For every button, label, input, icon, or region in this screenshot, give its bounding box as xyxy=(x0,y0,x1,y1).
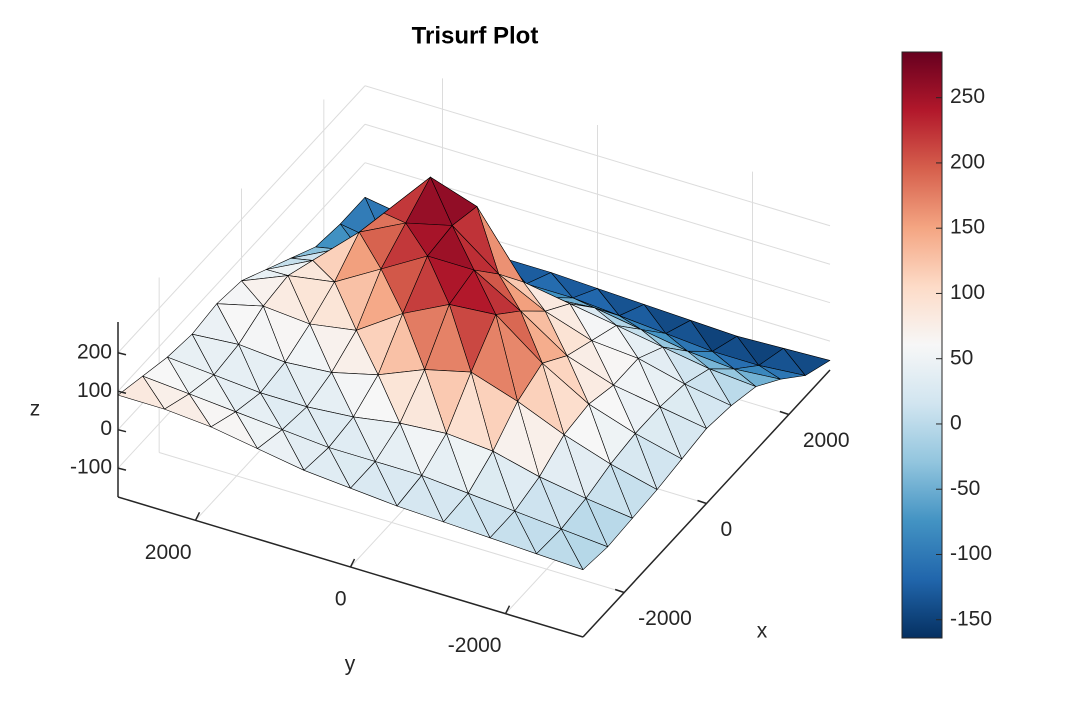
surface-triangle xyxy=(210,411,258,449)
grid-line xyxy=(117,85,366,354)
colorbar-tick-label: 0 xyxy=(950,412,962,435)
z-tick-label: 0 xyxy=(100,417,112,440)
z-tick-label: 100 xyxy=(77,379,112,402)
x-tick xyxy=(779,410,790,416)
z-axis-label: z xyxy=(30,398,41,421)
z-tick-label: -100 xyxy=(70,456,112,479)
colorbar-tick-label: 200 xyxy=(950,150,985,173)
y-tick-label: -2000 xyxy=(448,634,502,657)
x-tick-label: 0 xyxy=(721,518,733,541)
colorbar-tick-label: -150 xyxy=(950,607,992,630)
y-tick-label: 2000 xyxy=(145,541,192,564)
surface-triangle xyxy=(443,492,491,539)
x-axis-label: x xyxy=(757,620,768,643)
z-tick xyxy=(117,428,127,433)
surface-triangle xyxy=(164,393,212,428)
colorbar-tick-label: 100 xyxy=(950,281,985,304)
grid-line xyxy=(117,123,366,392)
x-tick xyxy=(614,588,625,594)
colorbar xyxy=(901,51,943,639)
z-tick-label: 200 xyxy=(77,340,112,363)
y-axis-label: y xyxy=(345,653,356,676)
y-tick xyxy=(504,605,511,615)
y-tick-label: 0 xyxy=(335,588,347,611)
surface-triangle xyxy=(117,375,165,410)
surface-triangle xyxy=(536,528,584,571)
grid-line xyxy=(364,123,831,265)
grid-line xyxy=(364,85,831,227)
surface-triangle xyxy=(396,475,444,523)
colorbar-tick-label: 250 xyxy=(950,85,985,108)
y-tick xyxy=(194,511,201,521)
colorbar-tick-label: -100 xyxy=(950,542,992,565)
z-tick xyxy=(117,352,127,356)
surface-triangle xyxy=(257,429,305,471)
z-tick xyxy=(117,467,127,471)
x-tick-label: 2000 xyxy=(803,429,850,452)
y-tick xyxy=(349,558,356,568)
x-tick-label: -2000 xyxy=(638,607,692,630)
chart-title: Trisurf Plot xyxy=(412,22,539,49)
colorbar-tick-label: 50 xyxy=(950,346,973,369)
colorbar-tick-label: 150 xyxy=(950,216,985,239)
z-tick xyxy=(117,390,127,394)
surface-triangle xyxy=(303,447,351,489)
surface-triangle xyxy=(489,510,537,555)
surface-triangle xyxy=(350,461,398,507)
colorbar-tick-label: -50 xyxy=(950,477,980,500)
x-tick xyxy=(697,499,707,505)
